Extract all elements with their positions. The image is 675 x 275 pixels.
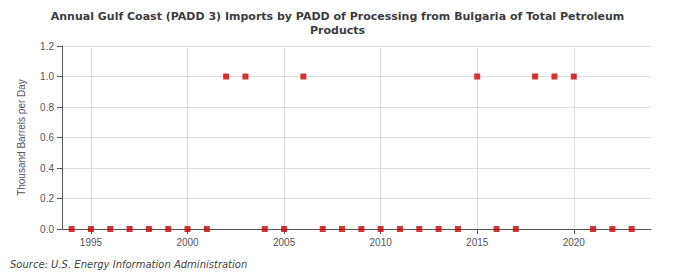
svg-text:1.2: 1.2 [40, 41, 54, 52]
svg-text:0.6: 0.6 [40, 132, 54, 143]
svg-text:2005: 2005 [273, 237, 296, 248]
svg-text:2000: 2000 [176, 237, 199, 248]
svg-text:2015: 2015 [466, 237, 489, 248]
svg-text:0.8: 0.8 [40, 102, 54, 113]
svg-text:0.0: 0.0 [40, 224, 54, 235]
svg-text:1.0: 1.0 [40, 71, 54, 82]
svg-text:Products: Products [310, 24, 366, 37]
svg-text:Thousand Barrels per Day: Thousand Barrels per Day [16, 79, 27, 196]
svg-text:0.2: 0.2 [40, 193, 54, 204]
svg-text:Source: U.S. Energy Informatio: Source: U.S. Energy Information Administ… [10, 259, 247, 270]
svg-text:2020: 2020 [563, 237, 586, 248]
svg-text:1995: 1995 [80, 237, 103, 248]
svg-text:2010: 2010 [370, 237, 393, 248]
svg-text:Annual Gulf Coast (PADD 3) Imp: Annual Gulf Coast (PADD 3) Imports by PA… [51, 10, 624, 23]
svg-text:0.4: 0.4 [40, 163, 54, 174]
